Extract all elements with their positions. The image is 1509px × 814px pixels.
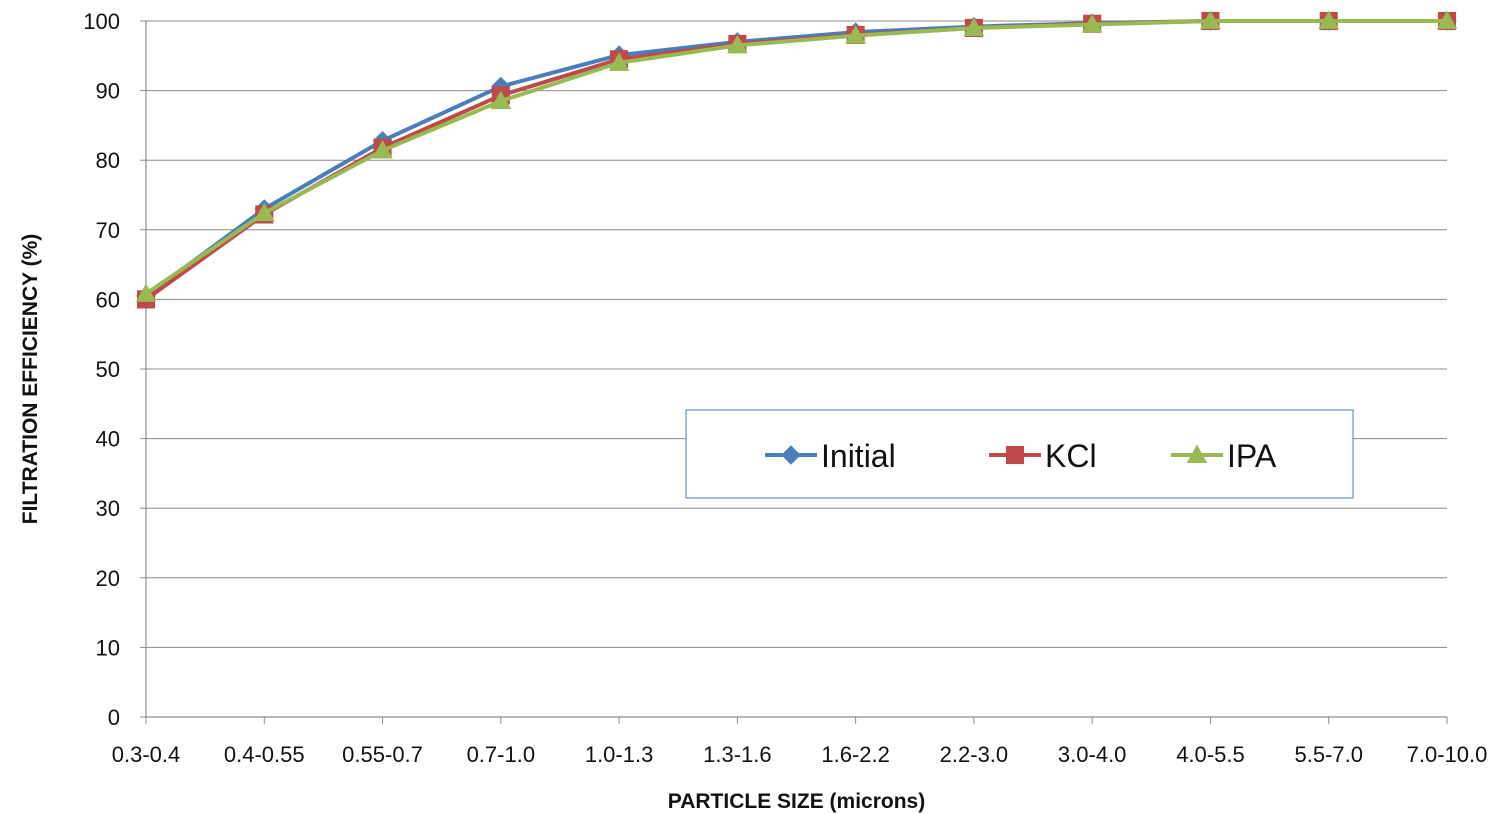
y-tick-label: 90 [96,79,120,104]
legend-marker-kcl [1005,445,1025,465]
data-point-ipa [490,90,512,110]
legend-label: KCl [1045,438,1097,474]
data-point-ipa [727,34,748,54]
y-tick-label: 70 [96,218,120,243]
x-tick-label: 0.3-0.4 [112,742,181,767]
x-tick-label: 3.0-4.0 [1058,742,1127,767]
legend-label: IPA [1227,438,1277,474]
legend: Initial KCl IPA [685,409,1354,499]
data-point-ipa [1200,10,1221,30]
x-tick-label: 5.5-7.0 [1294,742,1363,767]
y-tick-label: 100 [83,9,120,34]
x-tick-label: 4.0-5.5 [1176,742,1245,767]
legend-entry-ipa: IPA [1171,438,1277,474]
y-tick-label: 0 [108,705,120,730]
legend-marker-initial [781,445,801,465]
series-group [135,10,1458,309]
y-tick-label: 60 [96,287,120,312]
legend-entry-initial: Initial [765,438,896,474]
series-initial [136,11,1457,306]
x-tick-label: 2.2-3.0 [940,742,1009,767]
data-point-ipa [608,52,630,71]
data-point-ipa [135,283,157,302]
legend-marker-ipa [1186,444,1208,464]
data-point-ipa [1318,10,1340,30]
x-tick-label: 1.3-1.6 [703,742,772,767]
x-tick-label: 7.0-10.0 [1407,742,1488,767]
data-point-ipa [253,202,275,222]
data-point-ipa [963,17,985,37]
y-axis-title: FILTRATION EFFICIENCY (%) [19,234,42,524]
data-point-ipa [1081,14,1103,33]
series-ipa [135,10,1458,302]
legend-entry-kcl: KCl [989,438,1097,474]
y-tick-label: 10 [96,635,120,660]
data-point-ipa [372,139,393,159]
series-line-initial [144,19,1447,298]
x-axis-title: PARTICLE SIZE (microns) [668,790,925,813]
x-tick-label: 0.55-0.7 [342,742,423,767]
legend-label: Initial [821,438,896,474]
y-tick-label: 50 [96,357,120,382]
x-tick-label: 1.6-2.2 [821,742,890,767]
y-tick-label: 30 [96,496,120,521]
y-tick-label: 80 [96,148,120,173]
x-tick-label: 1.0-1.3 [585,742,654,767]
x-tick-label: 0.4-0.55 [224,742,305,767]
data-point-ipa [845,25,866,44]
data-point-ipa [1436,10,1458,30]
series-line-ipa [144,19,1447,296]
y-tick-label: 40 [96,427,120,452]
y-tick-label: 20 [96,566,120,591]
x-tick-label: 0.7-1.0 [467,742,536,767]
gridlines [146,20,1447,648]
axes: 0 10 20 30 40 50 60 70 80 90 100 0.3-0.4 0.4-0.55 0.5… [83,9,1487,767]
